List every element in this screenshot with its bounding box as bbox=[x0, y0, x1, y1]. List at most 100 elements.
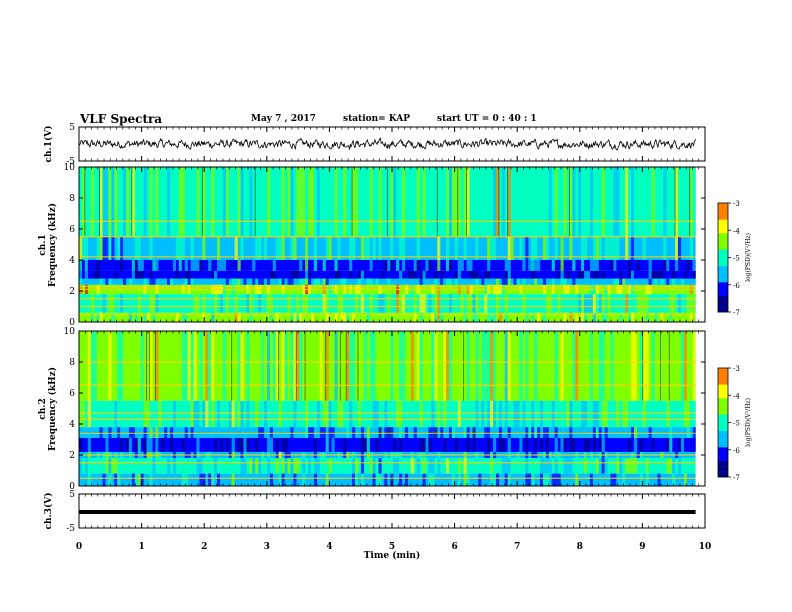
spectrogram-cell bbox=[211, 167, 215, 237]
spectrogram-cell bbox=[146, 400, 150, 428]
spectrogram-cell bbox=[369, 260, 373, 271]
spectrogram-cell bbox=[249, 458, 253, 474]
spectrogram-cell bbox=[302, 294, 306, 313]
spectrogram-cell bbox=[563, 437, 567, 452]
spectrogram-cell bbox=[137, 260, 141, 271]
spectrogram-cell bbox=[293, 331, 297, 401]
spectrogram-cell bbox=[208, 294, 212, 313]
spectrogram-cell bbox=[569, 331, 573, 401]
spectrogram-cell bbox=[507, 473, 511, 486]
spectrogram-cell bbox=[490, 312, 494, 322]
spectrogram-cell bbox=[539, 400, 544, 428]
spectrogram-cell bbox=[487, 427, 491, 438]
colorbar-swatch bbox=[718, 213, 728, 217]
spectrogram-cell bbox=[428, 437, 432, 452]
spectrogram-cell bbox=[484, 278, 488, 285]
colorbar-swatch bbox=[718, 430, 728, 434]
y-axis-label: ch.2Frequency (kHz) bbox=[38, 367, 58, 451]
spectrogram-cell bbox=[654, 278, 658, 285]
spectrogram-cell bbox=[404, 473, 409, 486]
spectrogram-cell bbox=[299, 278, 303, 285]
spectrogram-cell bbox=[680, 270, 685, 279]
spectrogram-cell bbox=[334, 278, 338, 285]
colorbar-swatch bbox=[718, 392, 728, 396]
spectrogram-cell bbox=[675, 331, 679, 401]
colorbar-swatch bbox=[718, 368, 728, 372]
spectrogram-cell bbox=[677, 437, 682, 452]
spectrogram-cell bbox=[343, 167, 347, 237]
spectrogram-cell bbox=[645, 473, 649, 486]
colorbar-swatch bbox=[718, 249, 728, 253]
spectrogram-cell bbox=[431, 294, 435, 313]
spectrogram-cell bbox=[584, 437, 588, 452]
spectrogram-cell bbox=[495, 167, 500, 237]
spectrogram-cell bbox=[545, 427, 549, 438]
spectrogram-cell bbox=[164, 331, 168, 401]
spectrogram-cell bbox=[534, 437, 538, 452]
spectrogram-cell bbox=[117, 473, 121, 486]
spectrogram-cell bbox=[660, 294, 664, 313]
spectrogram-cell bbox=[343, 331, 347, 401]
spectrogram-cell bbox=[296, 294, 300, 313]
spectrogram-cell bbox=[416, 167, 420, 237]
spectrogram-cell bbox=[219, 294, 224, 313]
spectrogram-cell bbox=[219, 400, 224, 428]
spectrogram-cell bbox=[613, 167, 617, 237]
spectrogram-cell bbox=[563, 312, 567, 322]
x-tick-label: 3 bbox=[264, 542, 270, 552]
spectrogram-cell bbox=[551, 331, 555, 401]
spectrogram-cell bbox=[313, 458, 318, 474]
spectrogram-cell bbox=[672, 312, 676, 322]
spectrogram-cell bbox=[175, 236, 180, 260]
spectrogram-cell bbox=[551, 473, 555, 486]
spectrogram-cell bbox=[595, 427, 599, 438]
spectrogram-cell bbox=[428, 278, 432, 285]
spectrogram-cell bbox=[625, 270, 629, 279]
spectrogram-cell bbox=[79, 270, 83, 279]
spectrogram-cell bbox=[581, 437, 585, 452]
spectrogram-cell bbox=[604, 236, 608, 260]
x-tick-label: 10 bbox=[699, 542, 712, 552]
spectrogram-cell bbox=[472, 437, 476, 452]
spectrogram-cell bbox=[231, 400, 235, 428]
colorbar-swatch bbox=[718, 422, 728, 426]
spectrogram-cell bbox=[334, 312, 338, 322]
spectrogram-cell bbox=[281, 167, 285, 237]
spectrogram-cell bbox=[87, 458, 91, 474]
spectrogram-cell bbox=[686, 260, 690, 271]
spectrogram-cell bbox=[501, 167, 505, 237]
spectrogram-cell bbox=[308, 294, 312, 313]
spectrogram-cell bbox=[202, 331, 206, 401]
spectrogram-cell bbox=[610, 458, 614, 474]
spectrogram-cell bbox=[296, 458, 300, 474]
spectrogram-cell bbox=[410, 331, 414, 401]
spectrogram-cell bbox=[369, 278, 373, 285]
spectrogram-cell bbox=[416, 331, 420, 401]
spectrogram-cell bbox=[633, 260, 638, 271]
spectrogram-cell bbox=[604, 427, 608, 438]
spectrogram-cell bbox=[393, 260, 397, 271]
spectrogram-cell bbox=[504, 427, 508, 438]
spectrogram-cell bbox=[575, 473, 579, 486]
ch1-spectrogram-panel bbox=[78, 166, 706, 323]
spectrogram-cell bbox=[117, 331, 121, 401]
colorbar-swatch bbox=[718, 271, 728, 275]
spectrogram-cell bbox=[633, 427, 638, 438]
spectrogram-cell bbox=[164, 312, 168, 322]
spectrogram-cell bbox=[581, 167, 585, 237]
colorbar-swatch bbox=[718, 219, 728, 223]
spectrogram-cell bbox=[469, 167, 473, 237]
spectrogram-cell bbox=[140, 473, 144, 486]
colorbar-label: log(PSD)(V²/Hz) bbox=[745, 398, 752, 447]
spectrogram-cell bbox=[493, 427, 497, 438]
spectrogram-cell bbox=[651, 167, 655, 237]
spectrogram-cell bbox=[93, 400, 97, 428]
spectrogram-cell bbox=[443, 400, 447, 428]
spectrogram-cell bbox=[310, 167, 315, 237]
colorbar-swatch bbox=[718, 235, 728, 239]
spectrogram-cell bbox=[352, 427, 356, 438]
spectrogram-cell bbox=[302, 278, 306, 285]
spectrogram-cell bbox=[175, 437, 180, 452]
spectrogram-cell bbox=[419, 400, 423, 428]
spectrogram-cell bbox=[545, 473, 549, 486]
